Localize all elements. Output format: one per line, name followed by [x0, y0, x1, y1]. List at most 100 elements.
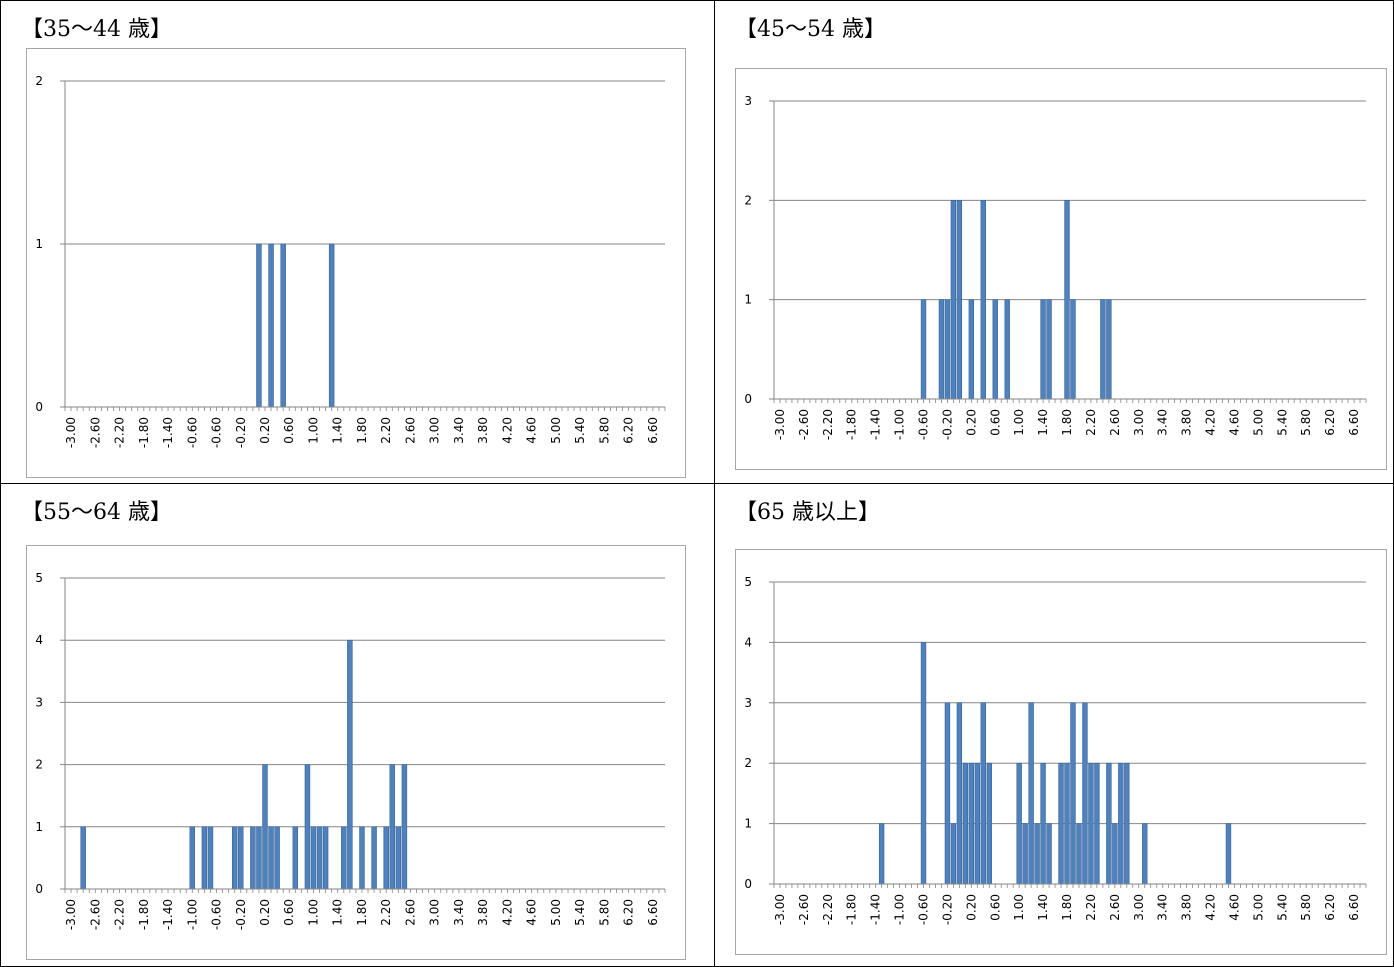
x-tick-label: -0.60 [185, 417, 199, 448]
histogram-bar [1016, 762, 1022, 885]
histogram-bar [920, 642, 927, 885]
x-tick-label: 1.40 [1036, 409, 1050, 436]
x-tick-label: 1.80 [355, 417, 369, 444]
histogram-bar [328, 243, 335, 408]
histogram-bar [256, 243, 262, 408]
histogram-bar [359, 826, 365, 890]
x-tick-label: 5.00 [1251, 894, 1265, 921]
x-tick-label: 1.00 [1012, 894, 1026, 921]
y-tick-label: 0 [744, 392, 752, 406]
x-tick-label: 0.60 [282, 899, 296, 926]
x-tick-label: 1.80 [1060, 409, 1074, 436]
histogram-bar [401, 764, 408, 890]
histogram-bar [1046, 299, 1052, 400]
x-tick-label: 2.20 [379, 899, 393, 926]
x-tick-label: -0.20 [940, 409, 954, 440]
x-tick-label: 5.80 [597, 899, 611, 926]
y-tick-label: 3 [744, 696, 752, 710]
histogram-bar [274, 826, 280, 890]
chart-container: 0 1 2 3 4 5 -3.00 -2.60 -2.20 -1.80 -1.40 -1.00 -0.6… [735, 549, 1387, 955]
x-tick-label: 0.20 [258, 417, 272, 444]
y-tick-label: 0 [744, 877, 752, 891]
y-tick-label: 3 [744, 94, 752, 108]
x-tick-label: 4.60 [525, 417, 539, 444]
histogram-bar [1118, 762, 1124, 885]
x-tick-label: -3.00 [64, 899, 78, 930]
x-tick-label: 6.60 [1347, 894, 1361, 921]
histogram-bar [938, 299, 945, 400]
histogram-bar [974, 762, 981, 885]
x-tick-label: 1.00 [1012, 409, 1026, 436]
histogram-bar [944, 702, 951, 885]
histogram-bar [1094, 762, 1100, 885]
x-tick-label: 3.00 [1132, 409, 1146, 436]
x-tick-label: -2.60 [797, 409, 811, 440]
x-tick-label: 3.80 [476, 417, 490, 444]
histogram-bar [1082, 702, 1088, 885]
x-tick-label: -2.60 [88, 899, 102, 930]
histogram-bar [944, 299, 951, 400]
y-tick-label: 4 [35, 633, 43, 647]
histogram-bar [371, 826, 377, 890]
x-tick-label: 0.20 [258, 899, 272, 926]
x-tick-label: -0.60 [210, 417, 224, 448]
histogram-bar [1106, 299, 1112, 400]
x-tick-label: -1.80 [137, 417, 151, 448]
histogram-bar [1124, 762, 1130, 885]
grid-border-center [714, 0, 715, 967]
histogram-bar [1106, 762, 1112, 885]
x-tick-label: 1.40 [1036, 894, 1050, 921]
histogram-bar [250, 826, 256, 890]
x-tick-label: -3.00 [773, 894, 787, 925]
x-tick-label: 2.60 [1108, 894, 1122, 921]
histogram-bar [1070, 702, 1076, 885]
x-tick-label: 4.20 [1204, 894, 1218, 921]
x-tick-label: -2.20 [113, 899, 127, 930]
histogram-bar [1076, 823, 1082, 885]
x-tick-label: -0.60 [210, 899, 224, 930]
x-tick-label: -1.00 [893, 894, 907, 925]
histogram-bar [256, 826, 262, 890]
histogram-bar [1058, 762, 1064, 885]
panel-45-54: 【45〜54 歳】 0 1 2 3 -3.00 -2.60 -2.20 -1.80 -1.40-… [715, 1, 1393, 483]
x-tick-label: -3.00 [773, 409, 787, 440]
x-tick-label: 6.20 [622, 417, 636, 444]
histogram-bar [1046, 823, 1052, 885]
x-tick-label: 6.60 [1347, 409, 1361, 436]
x-tick-label: -2.20 [113, 417, 127, 448]
x-tick-label: 6.20 [1323, 894, 1337, 921]
histogram-bar [238, 826, 244, 890]
x-tick-label: 1.40 [331, 417, 345, 444]
y-tick-label: 0 [35, 882, 43, 896]
histogram-bar [322, 826, 329, 890]
histogram-bar [1022, 823, 1028, 885]
x-tick-label: -2.20 [821, 409, 835, 440]
x-tick-label: -1.80 [845, 894, 859, 925]
x-tick-label: 5.80 [1299, 409, 1313, 436]
histogram-chart: 0 1 2 3 4 5 -3.00 -2.60 -2.20 -1.80 -1.40 -1.00 -0.6… [35, 571, 666, 930]
x-tick-label: 5.80 [597, 417, 611, 444]
x-tick-label: 3.00 [1132, 894, 1146, 921]
x-tick-label: 5.00 [549, 417, 563, 444]
x-tick-label: 4.60 [1227, 894, 1241, 921]
histogram-bar [992, 299, 998, 400]
grid-border-left [0, 0, 1, 967]
histogram-bar [201, 826, 208, 890]
x-tick-label: 5.80 [1299, 894, 1313, 921]
histogram-bar [962, 762, 969, 885]
x-tick-label: 2.20 [1084, 409, 1098, 436]
x-tick-label: -1.00 [185, 899, 199, 930]
histogram-bar [1100, 299, 1106, 400]
x-tick-label: 0.20 [964, 894, 978, 921]
x-tick-label: 3.00 [428, 417, 442, 444]
chart-container: 0 1 2 3 -3.00 -2.60 -2.20 -1.80 -1.40 -1.00 -0.60-… [735, 68, 1387, 470]
y-tick-label: 0 [35, 400, 43, 414]
histogram-bar [950, 200, 957, 400]
histogram-bar [207, 826, 214, 890]
x-tick-label: -1.80 [137, 899, 151, 930]
x-tick-label: 5.40 [573, 417, 587, 444]
histogram-chart: 0 1 2 3 4 5 -3.00 -2.60 -2.20 -1.80 -1.40 -1.00 -0.6… [744, 575, 1367, 925]
histogram-bar [268, 243, 274, 408]
x-tick-label: -1.40 [161, 899, 175, 930]
x-tick-label: 3.80 [476, 899, 490, 926]
